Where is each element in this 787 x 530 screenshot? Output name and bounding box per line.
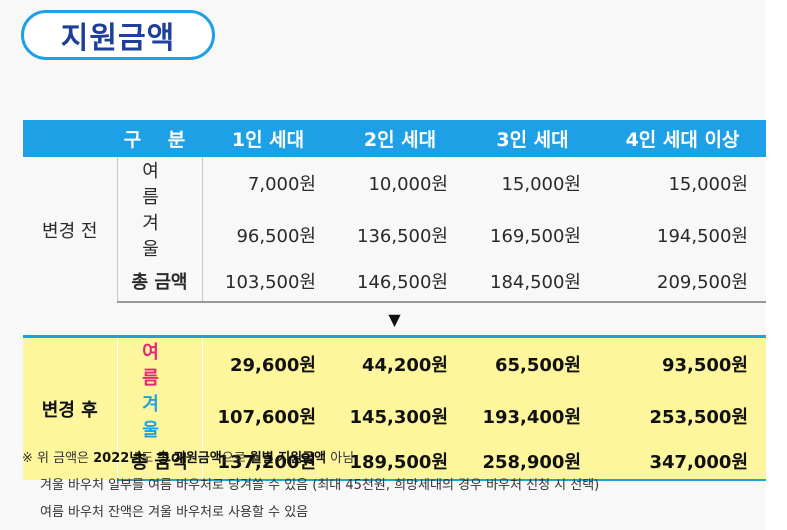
table-cell: 137,200원 — [202, 442, 334, 481]
table-cell: 29,600원 — [202, 335, 334, 390]
note-text: 으로 — [221, 451, 250, 466]
table-cell: 194,500원 — [599, 209, 766, 261]
header-blank — [23, 120, 117, 157]
table-row: 변경 전 여 름 7,000원 10,000원 15,000원 15,000원 — [23, 157, 766, 302]
table-cell: 10,000원 — [334, 157, 466, 209]
table-row: 겨 울 96,500원 136,500원 169,500원 194,500원 — [23, 209, 766, 261]
table-cell: 44,200원 — [334, 335, 466, 390]
table-row: 변경 후 여 름 29,600원 44,200원 65,500원 93,500원 — [23, 335, 766, 480]
table-cell: 96,500원 — [202, 209, 334, 261]
row-label-total: 총 금액 — [117, 442, 203, 481]
note-text: 도 — [141, 451, 158, 466]
header-3-person: 3인 세대 — [466, 120, 599, 157]
row-label-summer: 여 름 — [117, 157, 203, 209]
table-cell: 193,400원 — [466, 390, 599, 442]
table-cell: 15,000원 — [599, 157, 766, 209]
table-cell: 15,000원 — [466, 157, 599, 209]
footnote-line-3: 여름 바우처 잔액은 겨울 바우처로 사용할 수 있음 — [40, 505, 309, 520]
table-cell: 145,300원 — [334, 390, 466, 442]
table-cell: 107,600원 — [202, 390, 334, 442]
footnotes: ※ 위 금액은 2022년도 총 지원금액으로 월별 지원금액 아님 겨울 바우… — [22, 445, 599, 526]
table-cell: 169,500원 — [466, 209, 599, 261]
table-cell: 103,500원 — [202, 261, 334, 303]
table-row: 총 금액 137,200원 189,500원 258,900원 347,000원 — [23, 442, 766, 481]
row-label-summer: 여 름 — [117, 335, 203, 390]
note-text: ※ 위 금액은 — [22, 451, 94, 466]
row-label-total: 총 금액 — [117, 261, 203, 303]
header-1-person: 1인 세대 — [202, 120, 334, 157]
table-cell: 347,000원 — [599, 442, 766, 481]
table-cell: 189,500원 — [334, 442, 466, 481]
note-bold: 총 지원금액 — [157, 451, 222, 466]
header-4-plus-person: 4인 세대 이상 — [599, 120, 766, 157]
note-bold: 2022년 — [93, 451, 142, 466]
page-title: 지원금액 — [60, 21, 176, 56]
header-category: 구 분 — [117, 120, 202, 157]
footnote-line-1: ※ 위 금액은 2022년도 총 지원금액으로 월별 지원금액 아님 — [22, 445, 599, 472]
table-row: 겨 울 107,600원 145,300원 193,400원 253,500원 — [23, 390, 766, 442]
down-arrow-icon: ▼ — [23, 302, 766, 337]
title-badge: 지원금액 — [21, 10, 215, 60]
note-text: 아님 — [326, 451, 355, 466]
table-cell: 136,500원 — [334, 209, 466, 261]
table-header-row: 구 분 1인 세대 2인 세대 3인 세대 4인 세대 이상 — [23, 120, 766, 157]
table-cell: 253,500원 — [599, 390, 766, 442]
table-row: 총 금액 103,500원 146,500원 184,500원 209,500원 — [23, 261, 766, 303]
table-cell: 65,500원 — [466, 335, 599, 390]
header-2-person: 2인 세대 — [334, 120, 466, 157]
table-cell: 93,500원 — [599, 335, 766, 390]
group-after: 변경 후 — [23, 335, 118, 480]
table-cell: 146,500원 — [334, 261, 466, 303]
table-cell: 258,900원 — [466, 442, 599, 481]
table-cell: 7,000원 — [202, 157, 334, 209]
row-label-winter: 겨 울 — [117, 390, 203, 442]
support-amount-table: 구 분 1인 세대 2인 세대 3인 세대 4인 세대 이상 변경 전 여 름 … — [23, 120, 766, 481]
row-label-winter: 겨 울 — [117, 209, 203, 261]
footnote-line-2: 겨울 바우처 일부를 여름 바우처로 당겨쓸 수 있음 (최대 45천원, 희망… — [40, 478, 600, 493]
table-cell: 209,500원 — [599, 261, 766, 303]
arrow-row: ▼ — [23, 302, 766, 337]
group-before: 변경 전 — [23, 157, 118, 302]
table-cell: 184,500원 — [466, 261, 599, 303]
note-bold: 월별 지원금액 — [249, 451, 327, 466]
